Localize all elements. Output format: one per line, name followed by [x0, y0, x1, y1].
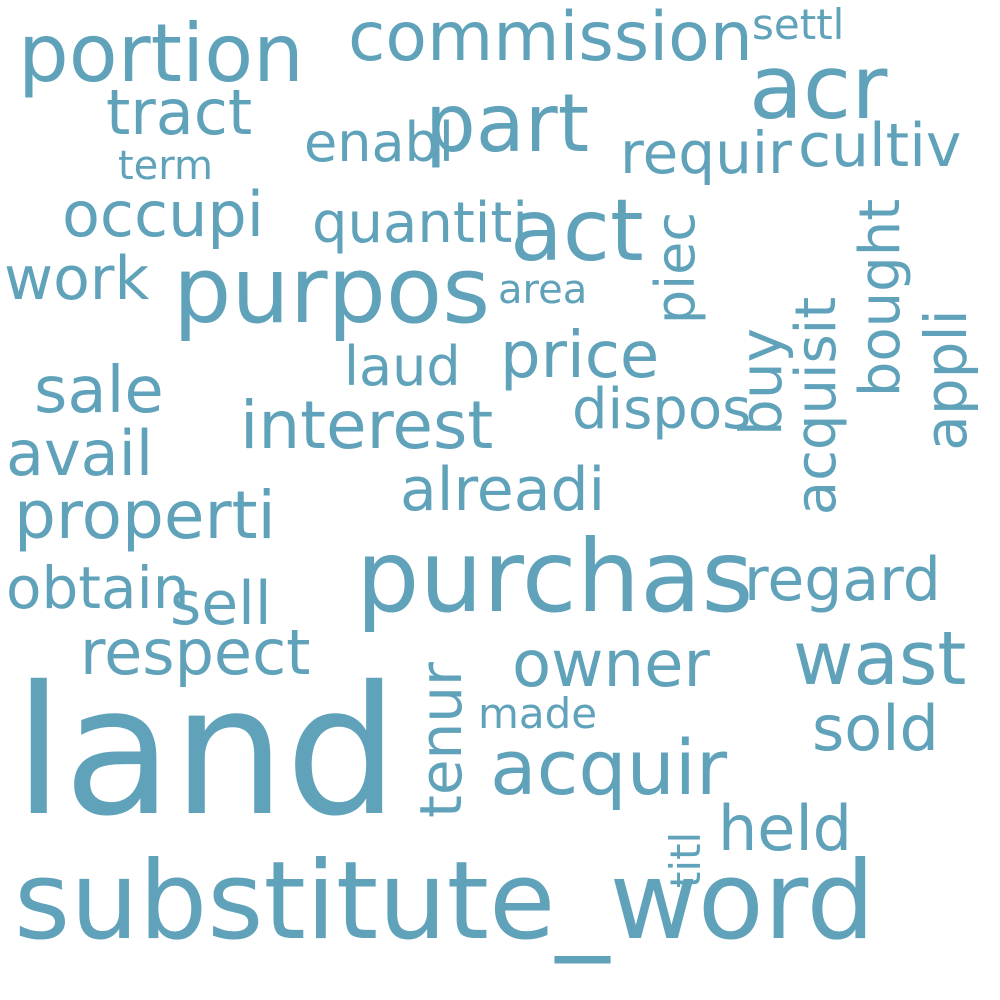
word-laud: obtain: [6, 554, 190, 622]
word-land: land: [14, 648, 399, 855]
word-wast: wast: [793, 616, 967, 702]
word-area: piec: [644, 211, 707, 325]
word-bought: made: [478, 689, 598, 738]
word-act: act: [510, 181, 644, 281]
word-tract: tract: [106, 76, 253, 149]
word-acr: acr: [749, 36, 888, 139]
word-purchas: purchas: [356, 518, 754, 635]
word-avail: avail: [6, 417, 154, 490]
word-cultiv: acquisit: [784, 296, 849, 516]
word-tenur: term: [118, 143, 213, 189]
word-acquir: acquir: [490, 723, 728, 812]
word-enabl: quantiti: [312, 191, 528, 256]
word-appli: area: [498, 267, 588, 313]
word-acquisit: settl: [752, 0, 845, 49]
word-part: part: [425, 77, 590, 170]
word-held: held: [718, 792, 853, 865]
word-price: price: [500, 319, 660, 393]
word-work: work: [4, 244, 150, 314]
word-piec: laud: [344, 335, 461, 398]
word-purpos: purpos: [173, 237, 491, 344]
word-term: dispos: [572, 377, 752, 442]
word-occupi: occupi: [62, 178, 264, 251]
word-owner: owner: [512, 628, 710, 702]
word-regard: regard: [744, 545, 941, 615]
word-buy: enabl: [304, 111, 454, 174]
word-obtain: buy: [727, 328, 795, 436]
word-alreadi: alreadi: [400, 455, 606, 525]
word-made: requir: [620, 119, 792, 187]
word-dispos: tenur: [407, 662, 475, 818]
word-titl: titl: [661, 831, 710, 889]
word-properti: properti: [14, 477, 276, 554]
word-sell: sell: [170, 569, 272, 639]
word-requir: bought: [848, 198, 913, 398]
word-quantiti: appli: [912, 309, 980, 451]
word-substitute-word: substitute_word: [14, 839, 875, 964]
word-settl: cultiv: [798, 111, 962, 181]
word-sold: sold: [812, 692, 939, 765]
word-respect: respect: [80, 616, 311, 689]
word-sale: sale: [34, 354, 164, 428]
word-commission: commission: [348, 0, 753, 77]
word-interest: interest: [240, 387, 494, 464]
word-portion: portion: [18, 7, 304, 100]
